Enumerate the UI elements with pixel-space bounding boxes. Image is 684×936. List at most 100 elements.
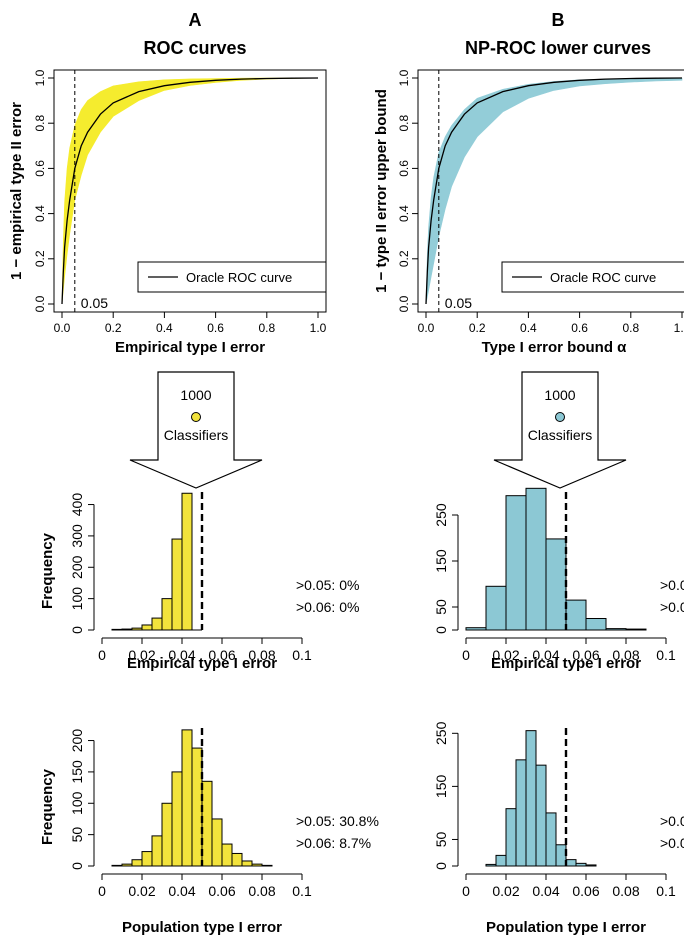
arrow-b-dot [555,412,565,422]
hist-bar [555,844,567,867]
panel-a-title: ROC curves [143,38,246,58]
x-tick-label: 0.08 [248,883,275,899]
threshold-annotation: >0.05: 3.1% [660,813,684,829]
hist-bar [545,812,557,867]
y-tick-label: 100 [69,587,85,611]
hist-bar [131,859,143,867]
x-tick-label: 0.4 [156,321,173,335]
y-tick-label: 0.4 [397,205,411,222]
x-tick-label: 0.8 [622,321,639,335]
hist-bar [171,538,183,631]
hist-bar [191,747,203,867]
x-tick-label: 0.06 [572,883,599,899]
panel-b-title: NP-ROC lower curves [465,38,651,58]
x-tick-label: 0.0 [54,321,71,335]
hist-bar [505,808,517,867]
x-axis-label: Empirical type I error [491,655,641,672]
x-tick-label: 0.1 [292,883,312,899]
hist-bar [545,538,567,631]
y-tick-label: 0.4 [33,205,47,222]
arrow-a-shape [129,371,263,489]
arrow-b-label: Classifiers [528,427,593,443]
threshold-annotation: >0.06: 0% [296,599,359,615]
y-tick-label: 0 [433,862,449,870]
y-tick-label: 200 [69,555,85,579]
x-tick-label: 0.0 [418,321,435,335]
hist-bar [241,860,253,867]
vline-label: 0.05 [445,295,472,311]
arrow-a-dot [191,412,201,422]
threshold-annotation: >0.06: 0.3% [660,835,684,851]
chart-2: 0.05 Oracle ROC curve 0.0 0.2 0.4 0.6 0.8 1.0 0.… [373,69,684,356]
y-tick-label: 0.2 [397,250,411,267]
y-axis-label: Frequency [39,768,56,845]
x-tick-label: 0.1 [656,647,676,663]
chart-4: 0 0.02 0.04 0.06 0.08 0.1 0 50 150 250 >0.05: 8.6%… [433,487,684,672]
hist-bar [525,730,537,867]
x-tick-label: 0.6 [207,321,224,335]
hist-bar [535,764,547,867]
y-tick-label: 1.0 [33,69,47,86]
chart-3: 0 0.02 0.04 0.06 0.08 0.1 0 100 200 300 400 >0.05: … [39,492,359,672]
x-tick-label: 0 [98,647,106,663]
y-tick-label: 300 [69,524,85,548]
hist-bar [181,729,193,867]
threshold-annotation: >0.06: 8.7% [296,835,371,851]
x-tick-label: 0.06 [208,883,235,899]
hist-bar [181,492,193,631]
x-tick-label: 0.1 [292,647,312,663]
threshold-annotation: >0.05: 0% [296,577,359,593]
y-tick-label: 0.0 [397,295,411,312]
y-tick-label: 0 [69,626,85,634]
threshold-annotation: >0.05: 30.8% [296,813,379,829]
hist-bar [201,780,213,867]
x-tick-label: 0.8 [258,321,275,335]
y-tick-label: 50 [433,831,449,847]
arrow-b: 1000 Classifiers [493,371,627,489]
x-tick-label: 0.02 [492,647,519,663]
y-tick-label: 50 [69,827,85,843]
x-axis-label: Empirical type I error [127,655,277,672]
y-tick-label: 0.2 [33,250,47,267]
x-tick-label: 0.06 [572,647,599,663]
y-axis-label: Frequency [39,532,56,609]
x-tick-label: 0.04 [532,647,559,663]
arrow-a-count: 1000 [180,387,211,403]
y-tick-label: 400 [69,493,85,517]
threshold-annotation: >0.06: 2.1% [660,599,684,615]
legend-label: Oracle ROC curve [550,270,656,285]
roc-band [425,77,683,305]
x-tick-label: 0 [462,883,470,899]
hist-bar [585,618,607,631]
y-tick-label: 100 [69,791,85,815]
x-tick-label: 0.06 [208,647,235,663]
panel-b-letter: B [552,10,565,30]
hist-bar [221,843,233,867]
chart-5: 0 0.02 0.04 0.06 0.08 0.1 0 50 100 150 200 >0.05: 3… [39,728,379,936]
vline-label: 0.05 [81,295,108,311]
x-tick-label: 0.02 [128,647,155,663]
x-tick-label: 0.08 [612,647,639,663]
oracle-roc-line [425,77,683,305]
y-tick-label: 0.6 [33,160,47,177]
panel-a-letter: A [189,10,202,30]
y-tick-label: 0.8 [397,115,411,132]
plots-layer: 0.05 Oracle ROC curve 0.0 0.2 0.4 0.6 0.8 1.0 0.… [8,69,684,936]
y-tick-label: 0 [433,626,449,634]
y-tick-label: 1.0 [397,69,411,86]
hist-bar [231,852,243,867]
hist-bar [525,487,547,631]
arrow-b-shape [493,371,627,489]
arrow-a-label: Classifiers [164,427,229,443]
y-tick-label: 0.8 [33,115,47,132]
x-tick-label: 0.2 [469,321,486,335]
x-tick-label: 0 [98,883,106,899]
x-tick-label: 0 [462,647,470,663]
arrow-b-count: 1000 [544,387,575,403]
y-axis-label: 1 − empirical type II error [8,102,25,280]
oracle-roc-line [61,77,319,305]
x-axis-label: Empirical type I error [115,339,265,356]
hist-bar [505,495,527,631]
x-tick-label: 0.2 [105,321,122,335]
